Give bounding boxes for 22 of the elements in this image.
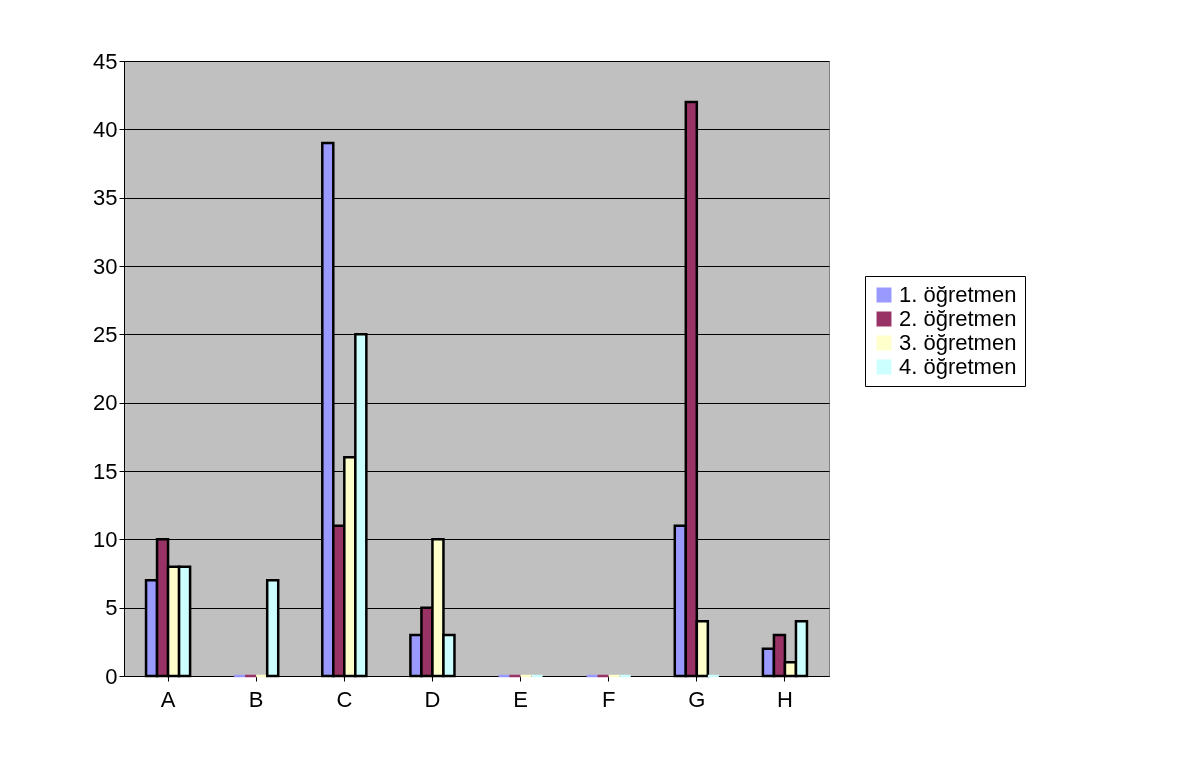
y-tick-label: 45 — [93, 48, 118, 74]
legend-label: 1. öğretmen — [899, 282, 1017, 307]
legend-label: 3. öğretmen — [899, 330, 1017, 355]
y-tick-label: 40 — [93, 116, 118, 142]
x-tick-label: H — [776, 686, 793, 712]
legend-label: 4. öğretmen — [899, 354, 1017, 379]
y-tick-label: 5 — [105, 595, 118, 621]
y-tick-label: 20 — [93, 390, 118, 416]
x-tick-label: D — [424, 686, 441, 712]
x-tick-label: F — [601, 686, 616, 712]
x-tick-label: A — [160, 686, 176, 712]
y-tick-label: 15 — [93, 458, 118, 484]
y-tick-label: 30 — [93, 253, 118, 279]
legend-label: 2. öğretmen — [899, 306, 1017, 331]
y-tick-label: 25 — [93, 321, 118, 347]
x-tick-label: C — [336, 686, 353, 712]
y-tick-label: 0 — [105, 663, 118, 689]
y-tick-label: 35 — [93, 185, 118, 211]
x-tick-label: B — [248, 686, 264, 712]
x-tick-label: E — [513, 686, 528, 712]
x-tick-label: G — [688, 686, 706, 712]
y-tick-label: 10 — [93, 526, 118, 552]
